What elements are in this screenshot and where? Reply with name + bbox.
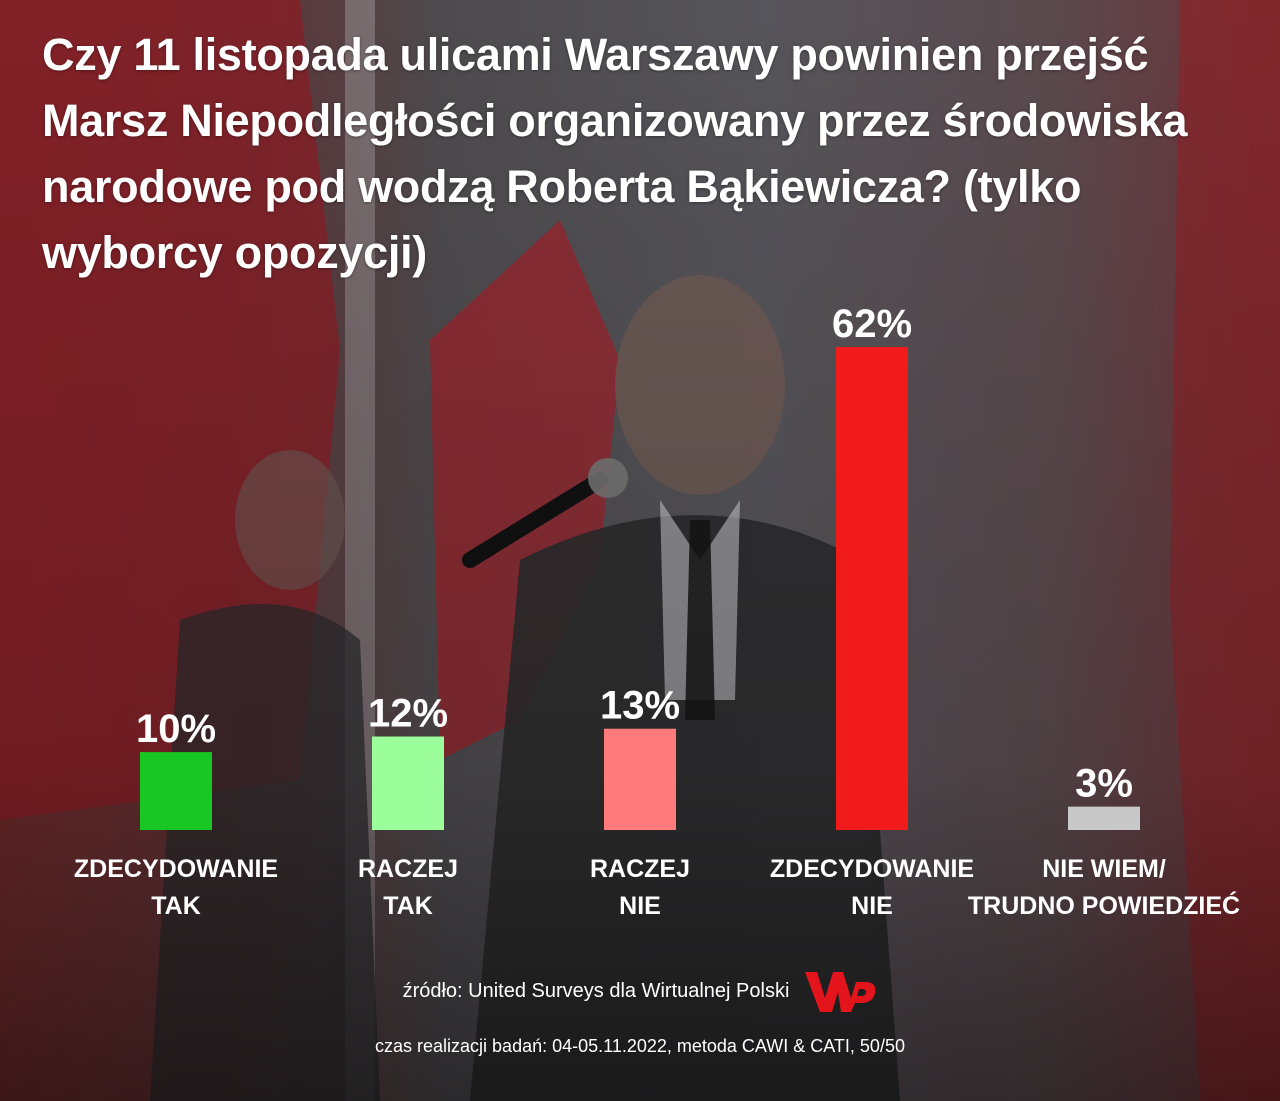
- value-label-2: 12%: [368, 692, 448, 736]
- survey-meta: czas realizacji badań: 04-05.11.2022, me…: [375, 1036, 905, 1056]
- chart-title: Czy 11 listopada ulicami Warszawy powini…: [42, 29, 1188, 278]
- value-label-1: 10%: [136, 707, 216, 751]
- value-label-4: 62%: [832, 302, 912, 346]
- category-label-5-line-2: TRUDNO POWIEDZIEĆ: [968, 890, 1240, 920]
- source-row: źródło: United Surveys dla Wirtualnej Po…: [0, 965, 1280, 1017]
- category-label-4-line-1: ZDECYDOWANIE: [770, 855, 974, 883]
- category-label-5-line-1: NIE WIEM/: [1042, 855, 1166, 883]
- bar-1: [140, 752, 212, 830]
- category-label-4-line-2: NIE: [851, 892, 893, 920]
- bar-3: [604, 728, 676, 830]
- category-label-3-line-1: RACZEJ: [590, 855, 690, 883]
- bar-5: [1068, 806, 1140, 830]
- category-label-2-line-1: RACZEJ: [358, 855, 458, 883]
- category-label-1-line-2: TAK: [151, 892, 201, 920]
- bar-4: [836, 347, 908, 830]
- value-label-5: 3%: [1075, 762, 1133, 806]
- category-label-3-line-2: NIE: [619, 892, 661, 920]
- value-label-3: 13%: [600, 684, 680, 728]
- source-text: źródło: United Surveys dla Wirtualnej Po…: [402, 979, 790, 1002]
- category-label-1-line-1: ZDECYDOWANIE: [74, 855, 278, 883]
- bar-2: [372, 736, 444, 830]
- wp-logo-icon: [805, 972, 876, 1012]
- category-label-2-line-2: TAK: [383, 892, 433, 920]
